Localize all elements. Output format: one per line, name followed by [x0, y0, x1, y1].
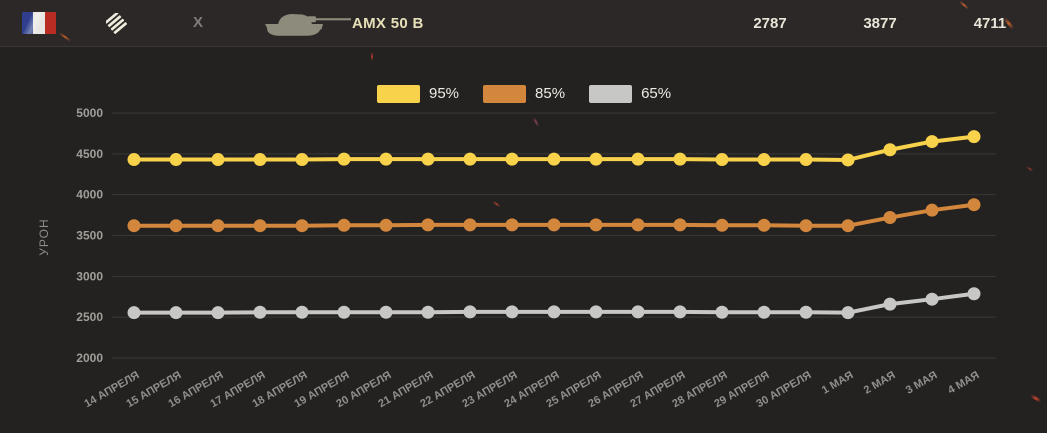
france-flag-icon: [22, 12, 56, 34]
svg-text:4 МАЯ: 4 МАЯ: [946, 369, 982, 397]
legend-swatch-95: [377, 85, 420, 103]
svg-text:4000: 4000: [76, 188, 103, 202]
stat-65-percentile: 2787: [753, 15, 787, 32]
legend-swatch-85: [483, 85, 527, 103]
svg-text:3000: 3000: [76, 269, 103, 283]
tank-header-bar: X AMX 50 B 2787 3877 4711: [0, 0, 1047, 47]
svg-text:3 МАЯ: 3 МАЯ: [904, 369, 940, 397]
tank-silhouette-icon: [265, 14, 351, 36]
tier-label: X: [192, 14, 203, 31]
legend-swatch-65: [589, 85, 633, 103]
legend-label-95: 95%: [429, 85, 460, 102]
svg-text:1 МАЯ: 1 МАЯ: [820, 369, 856, 397]
legend-item-85[interactable]: 85%: [483, 85, 565, 103]
tank-name-link[interactable]: AMX 50 B: [352, 15, 424, 32]
legend-item-95[interactable]: 95%: [377, 85, 459, 103]
legend-label-85: 85%: [535, 85, 566, 102]
svg-text:2500: 2500: [76, 310, 103, 324]
svg-text:3500: 3500: [76, 229, 103, 243]
svg-text:УРОН: УРОН: [37, 218, 51, 255]
heavy-tank-class-icon: [106, 13, 127, 34]
svg-text:4500: 4500: [76, 147, 103, 161]
svg-text:2000: 2000: [76, 351, 103, 365]
stat-95-percentile: 4711: [973, 15, 1007, 32]
stat-85-percentile: 3877: [863, 15, 897, 32]
svg-text:2 МАЯ: 2 МАЯ: [862, 369, 898, 397]
legend-item-65[interactable]: 65%: [589, 85, 671, 103]
chart-legend: 95% 85% 65%: [377, 85, 671, 103]
legend-label-65: 65%: [641, 85, 672, 102]
svg-text:5000: 5000: [76, 106, 103, 120]
